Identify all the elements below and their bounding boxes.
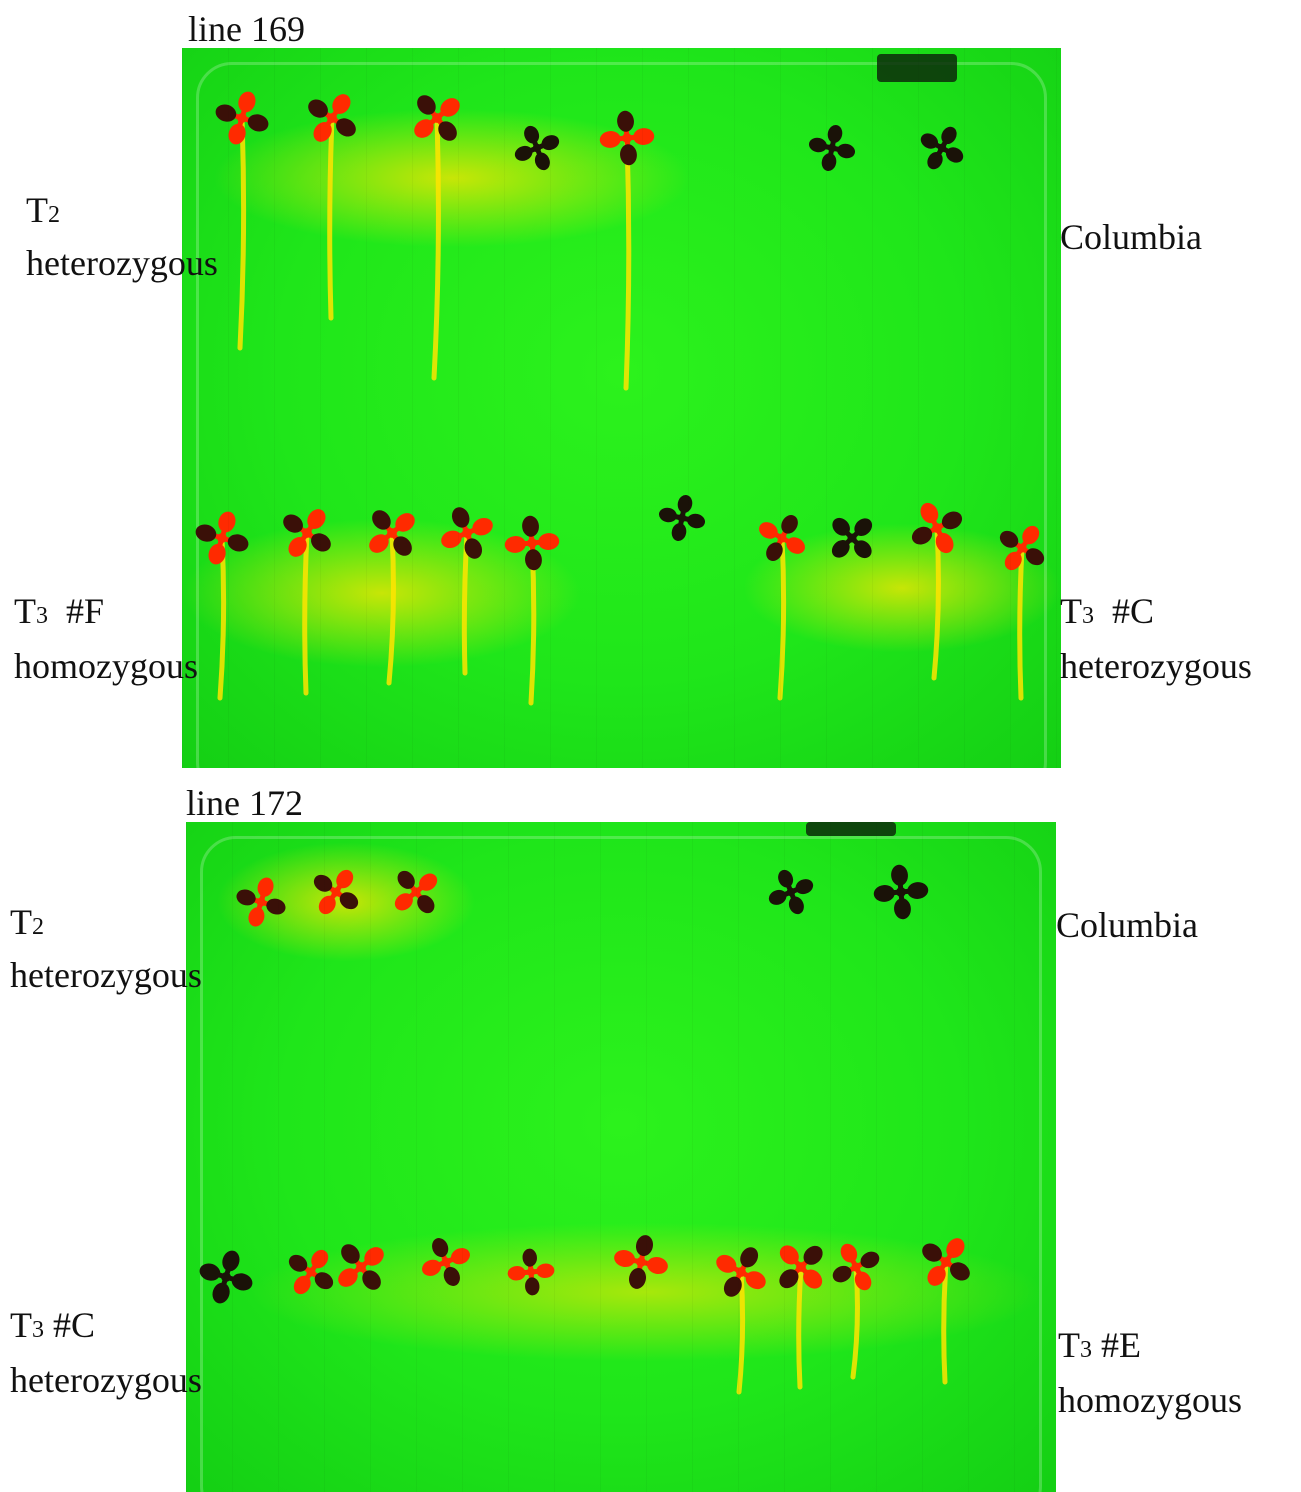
- seedling-transgenic: [504, 515, 560, 706]
- label-subscript: 3: [1080, 1337, 1092, 1363]
- label-line-id: #E: [1092, 1325, 1141, 1365]
- seedling-wildtype: [514, 125, 560, 171]
- seedlings-172: [199, 864, 970, 1395]
- label-subscript: 3: [32, 1317, 44, 1343]
- label-columbia-172: Columbia: [1056, 905, 1198, 945]
- label-t3-f-homozygous: T3 #F homozygous: [14, 586, 198, 691]
- seedling-transgenic: [507, 1248, 555, 1296]
- label-genotype: heterozygous: [10, 1360, 202, 1400]
- seedling-transgenic: [911, 502, 963, 681]
- panel-1-title: line 169: [188, 9, 305, 49]
- seedling-transgenic: [394, 870, 438, 914]
- label-main: T: [14, 591, 36, 631]
- seedling-transgenic: [369, 510, 415, 686]
- panel-2-title: line 172: [186, 783, 303, 823]
- seedling-wildtype: [768, 869, 814, 915]
- label-main: T: [26, 190, 48, 230]
- seedlings-top-row-169: [195, 91, 1045, 706]
- label-columbia-169: Columbia: [1060, 217, 1202, 257]
- seedling-wildtype: [873, 864, 929, 920]
- seedling-transgenic: [195, 511, 249, 701]
- label-genotype: homozygous: [1058, 1380, 1242, 1420]
- label-t2-heterozygous-172: T2 heterozygous: [10, 898, 202, 999]
- seedling-wildtype: [199, 1250, 253, 1304]
- seedling-transgenic: [759, 515, 805, 701]
- label-subscript: 3: [1082, 603, 1094, 629]
- seedling-transgenic: [779, 1245, 823, 1390]
- label-subscript: 3: [36, 603, 48, 629]
- seedling-transgenic: [283, 509, 331, 696]
- seedling-transgenic: [288, 1249, 334, 1295]
- label-line-id: #C: [44, 1305, 96, 1345]
- seedling-transgenic: [308, 94, 356, 321]
- seedling-transgenic: [236, 877, 286, 927]
- label-main: T: [10, 1305, 32, 1345]
- seedling-wildtype: [920, 126, 964, 170]
- label-line-id: #F: [48, 591, 105, 631]
- seedling-transgenic: [614, 1235, 668, 1289]
- seedling-transgenic: [716, 1247, 766, 1395]
- seedling-transgenic: [832, 1243, 880, 1380]
- handwriting-mark: [877, 54, 957, 82]
- label-genotype: heterozygous: [10, 955, 202, 995]
- label-genotype: heterozygous: [1060, 646, 1252, 686]
- label-line-id: #C: [1094, 591, 1155, 631]
- seedling-transgenic: [441, 507, 493, 676]
- label-genotype: homozygous: [14, 646, 198, 686]
- seedling-wildtype: [808, 124, 856, 172]
- seedling-transgenic: [422, 1238, 470, 1286]
- seedling-wildtype: [658, 494, 706, 542]
- seedling-transgenic: [338, 1244, 384, 1290]
- label-main: T: [1058, 1325, 1080, 1365]
- agar-plate-line-169: [182, 48, 1061, 768]
- label-main: T: [10, 902, 32, 942]
- handwriting-mark: [806, 822, 896, 836]
- seedling-transgenic: [414, 95, 460, 381]
- seedling-transgenic: [313, 869, 359, 915]
- label-main: T: [1060, 591, 1082, 631]
- label-subscript: 2: [32, 914, 44, 940]
- label-subscript: 2: [48, 202, 60, 228]
- seedling-transgenic: [999, 525, 1045, 701]
- seedling-transgenic: [922, 1238, 970, 1385]
- seedling-transgenic: [599, 110, 655, 391]
- label-t2-heterozygous-169: T2 heterozygous: [26, 186, 218, 287]
- label-t3-c-heterozygous-169: T3 #C heterozygous: [1060, 586, 1252, 691]
- label-t3-c-heterozygous-172: T3 #C heterozygous: [10, 1300, 202, 1405]
- label-genotype: heterozygous: [26, 243, 218, 283]
- seedling-wildtype: [831, 517, 873, 559]
- agar-plate-line-172: [186, 822, 1056, 1492]
- label-t3-e-homozygous: T3 #E homozygous: [1058, 1320, 1242, 1425]
- seedling-transgenic: [215, 91, 269, 351]
